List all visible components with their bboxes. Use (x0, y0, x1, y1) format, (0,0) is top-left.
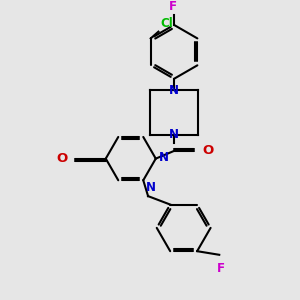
Text: N: N (169, 84, 179, 97)
Text: N: N (159, 151, 169, 164)
Text: O: O (202, 144, 213, 158)
Text: F: F (169, 0, 177, 14)
Text: N: N (169, 128, 179, 141)
Text: Cl: Cl (160, 17, 173, 30)
Text: N: N (146, 181, 156, 194)
Text: F: F (217, 262, 225, 275)
Text: O: O (56, 152, 67, 165)
